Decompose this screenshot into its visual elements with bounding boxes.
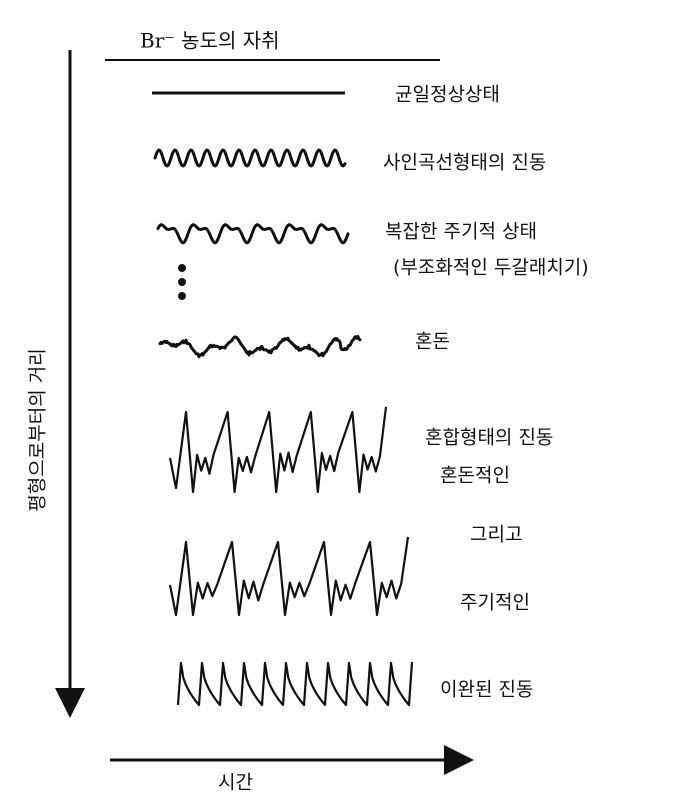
state-label: 혼합형태의 진동 (425, 427, 553, 449)
state-label: 혼돈 (415, 331, 450, 353)
state-label: 혼돈적인 (440, 465, 510, 487)
state-label: 그리고 (470, 524, 522, 546)
state-label: 주기적인 (460, 592, 530, 614)
state-label: 균일정상상태 (395, 84, 500, 106)
relaxation-wave (176, 661, 414, 707)
x-axis-label: 시간 (218, 772, 253, 794)
state-label: 사인곡선형태의 진동 (383, 152, 546, 174)
state-label: (부조화적인 두갈래치기) (393, 257, 589, 279)
mixed-wave (168, 406, 388, 494)
title: Br⁻ 농도의 자취 (140, 29, 280, 53)
y-axis-label: 평형으로부터의 거리 (27, 348, 49, 511)
dot (178, 292, 186, 300)
dot (178, 278, 186, 286)
state-label: 복잡한 주기적 상태 (385, 221, 537, 243)
dot (178, 264, 186, 272)
chaos-wave (158, 335, 362, 359)
complex-wave (156, 223, 350, 245)
mixed-wave (168, 536, 410, 617)
state-label: 이완된 진동 (440, 679, 533, 701)
sine-wave (153, 148, 347, 168)
